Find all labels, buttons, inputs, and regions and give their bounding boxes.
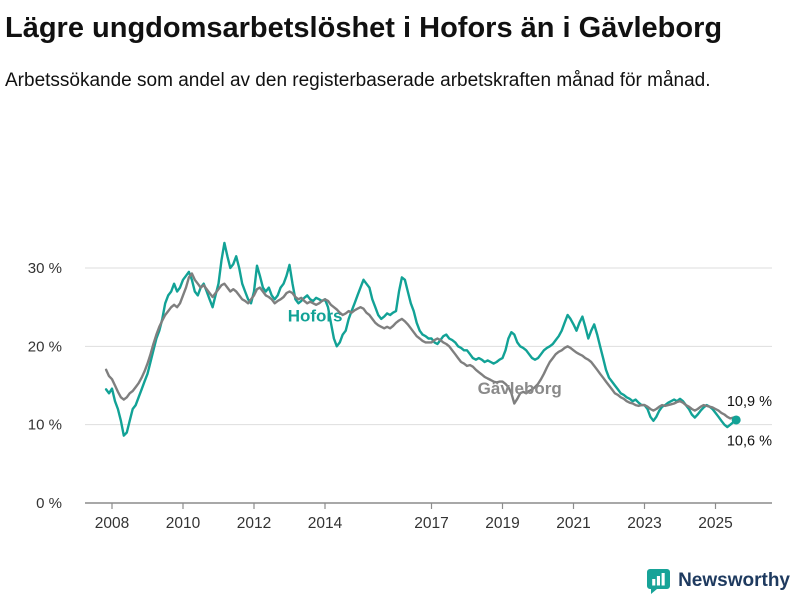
end-dot — [731, 415, 741, 425]
y-tick-label: 20 % — [28, 338, 62, 355]
y-tick-label: 10 % — [28, 417, 62, 434]
x-tick-label: 2010 — [166, 515, 201, 532]
end-value-label-hofors: 10,6 % — [727, 433, 772, 449]
chart-svg: 0 % 10 % 20 % 30 % 2008 2010 2012 2014 2017 2019 2… — [28, 241, 772, 532]
line-chart: 0 % 10 % 20 % 30 % 2008 2010 2012 2014 2017 2019 2… — [0, 228, 800, 553]
x-tick-label: 2017 — [414, 515, 448, 532]
x-tick-label: 2023 — [627, 515, 661, 532]
x-tick-label: 2014 — [308, 515, 343, 532]
footer: Newsworthy — [646, 568, 790, 594]
x-tick-label: 2025 — [698, 515, 732, 532]
x-tick-label: 2019 — [485, 515, 519, 532]
y-tick-label: 30 % — [28, 260, 62, 277]
page-title: Lägre ungdomsarbetslöshet i Hofors än i … — [5, 12, 723, 44]
x-tick-label: 2012 — [237, 515, 271, 532]
x-tick-label: 2008 — [95, 515, 129, 532]
newsworthy-wordmark: Newsworthy — [678, 570, 790, 591]
hofors-line — [104, 241, 738, 437]
end-value-label-gävleborg: 10,9 % — [727, 394, 772, 410]
series-label-hofors: Hofors — [288, 306, 343, 325]
gävleborg-line — [104, 272, 738, 420]
series-label-gävleborg: Gävleborg — [478, 379, 562, 398]
y-tick-label: 0 % — [36, 495, 62, 512]
page-subtitle: Arbetssökande som andel av den registerb… — [5, 70, 711, 92]
x-tick-label: 2021 — [556, 515, 590, 532]
newsworthy-icon — [646, 568, 671, 594]
